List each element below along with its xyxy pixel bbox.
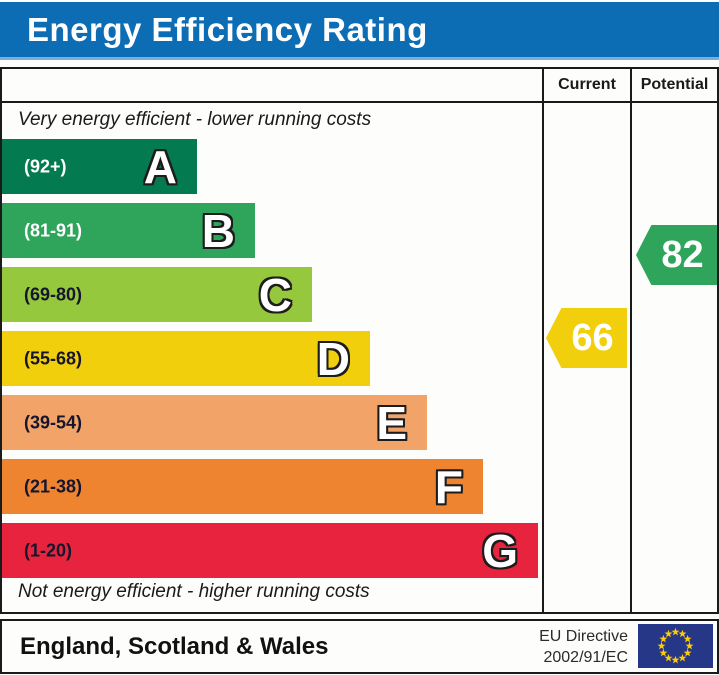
band-letter: G — [482, 524, 518, 577]
eu-directive-text: EU Directive 2002/91/EC — [539, 626, 628, 668]
rating-table: Current Potential Very energy efficient … — [0, 67, 719, 614]
band-letter: C — [258, 268, 292, 321]
potential-column-header: Potential — [640, 76, 709, 93]
band-row-f: (21-38) F — [2, 459, 483, 514]
band-range-label: (1-20) — [24, 540, 73, 560]
current-rating-pointer: 66 — [546, 308, 627, 368]
band-range-label: (21-38) — [24, 476, 83, 496]
band-row-b: (81-91) B — [2, 203, 255, 258]
eu-directive-line2: 2002/91/EC — [543, 648, 628, 666]
band-row-g: (1-20) G — [2, 523, 538, 578]
band-row-c: (69-80) C — [2, 267, 312, 322]
band-letter: D — [316, 332, 350, 385]
footer: England, Scotland & Wales EU Directive 2… — [0, 619, 719, 674]
potential-rating-pointer: 82 — [636, 225, 717, 285]
eu-directive-line1: EU Directive — [539, 627, 628, 645]
band-row-e: (39-54) E — [2, 395, 427, 450]
title-bar: Energy Efficiency Rating — [0, 2, 719, 60]
potential-rating-value: 82 — [661, 233, 704, 276]
current-column-header: Current — [558, 76, 616, 93]
band-letter: E — [376, 396, 407, 449]
region-label: England, Scotland & Wales — [20, 632, 329, 660]
band-row-a: (92+) A — [2, 139, 197, 194]
header-row-divider — [2, 101, 717, 103]
current-rating-value: 66 — [571, 316, 614, 359]
bottom-scale-note: Not energy efficient - higher running co… — [18, 581, 370, 602]
band-range-label: (69-80) — [24, 284, 83, 304]
page-title: Energy Efficiency Rating — [27, 10, 428, 48]
band-row-d: (55-68) D — [2, 331, 370, 386]
band-letter: A — [143, 140, 177, 193]
band-range-label: (39-54) — [24, 412, 83, 432]
band-letter: F — [434, 460, 463, 513]
eu-flag-icon — [638, 624, 713, 668]
column-divider-current — [542, 69, 544, 612]
top-scale-note: Very energy efficient - lower running co… — [18, 109, 372, 130]
column-divider-potential — [630, 69, 632, 612]
band-range-label: (55-68) — [24, 348, 83, 368]
band-range-label: (81-91) — [24, 220, 83, 240]
band-range-label: (92+) — [24, 156, 67, 176]
band-letter: B — [201, 204, 235, 257]
